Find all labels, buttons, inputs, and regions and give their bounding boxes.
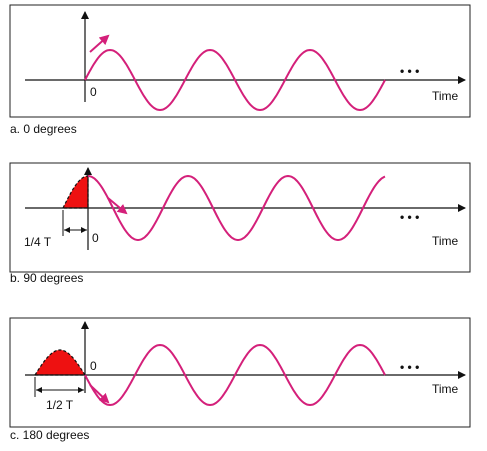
panel-frame [9, 4, 471, 118]
axis-label: Time [432, 382, 459, 396]
period-label: 1/4 T [24, 235, 52, 249]
origin-label: 0 [90, 85, 97, 99]
ellipsis: • • • [400, 64, 419, 78]
axis-label: Time [432, 89, 459, 103]
ellipsis: • • • [400, 360, 419, 374]
direction-arrow [89, 34, 110, 53]
sine-wave [87, 174, 386, 242]
direction-arrow [89, 384, 110, 404]
axis-label: Time [432, 234, 459, 248]
origin-label: 0 [92, 231, 99, 245]
caption: c. 180 degrees [10, 428, 89, 442]
panel-frame [9, 162, 471, 273]
sine-wave [84, 343, 386, 407]
ellipsis: • • • [400, 210, 419, 224]
shift-area [62, 175, 89, 209]
origin-label: 0 [90, 359, 97, 373]
caption: a. 0 degrees [10, 122, 77, 136]
caption: b. 90 degrees [10, 271, 83, 285]
sine-wave [84, 48, 386, 112]
direction-arrow [107, 197, 128, 215]
shift-area [33, 349, 87, 376]
period-label: 1/2 T [46, 398, 74, 412]
panel-frame [9, 317, 471, 428]
